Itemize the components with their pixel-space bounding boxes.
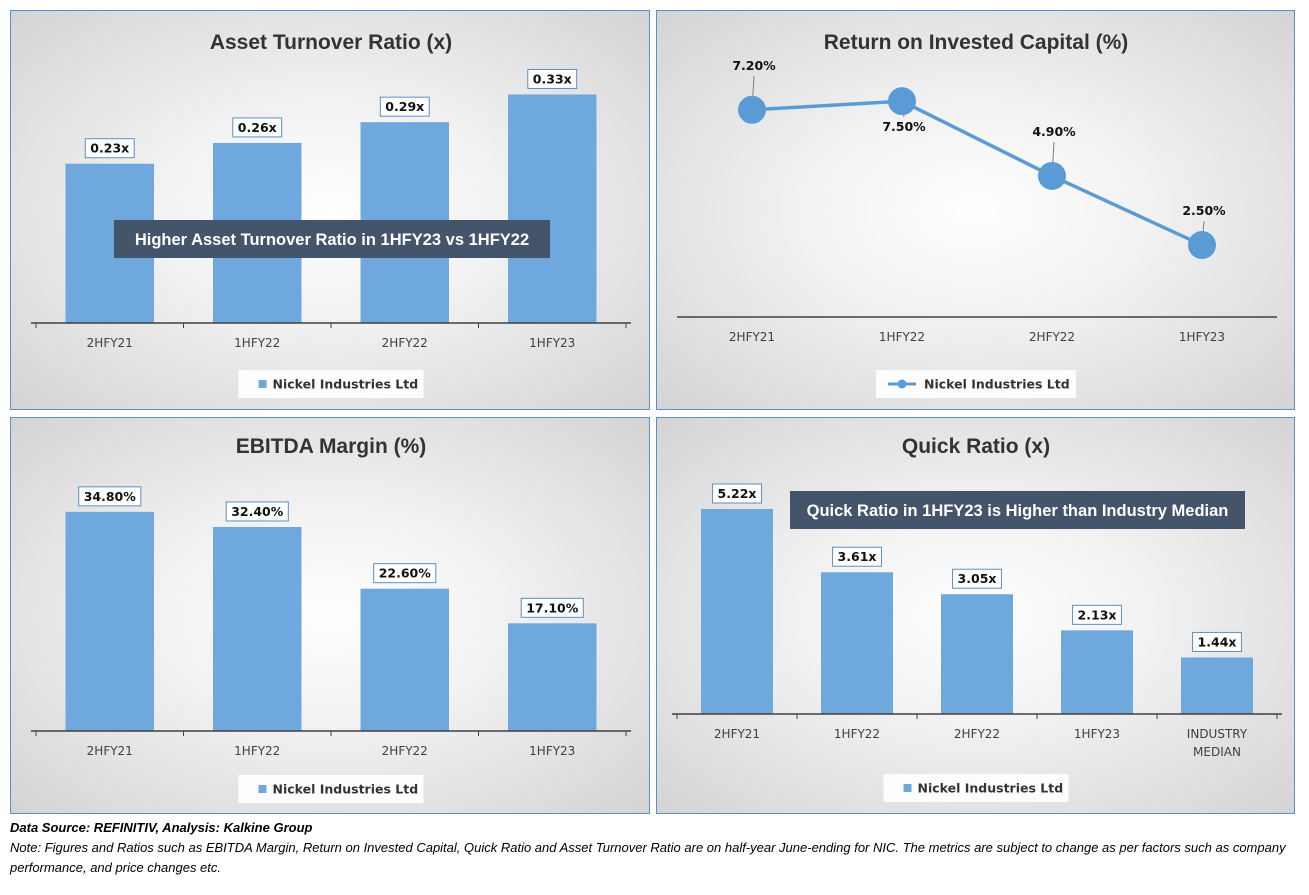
x-tick-2hfy22: 2HFY22 [954,727,1000,741]
annotation-text: Quick Ratio in 1HFY23 is Higher than Ind… [807,502,1229,520]
chart-title: Return on Invested Capital (%) [824,31,1129,54]
bar-2hfy21 [701,508,773,714]
data-label-2hfy21-box [712,483,762,504]
x-tick-1hfy23: 1HFY23 [1074,727,1120,741]
data-label-1hfy22-text: 32.40% [231,504,284,519]
legend-label: Nickel Industries Ltd [273,377,419,392]
data-label-industry-median-text: 1.44x [1198,634,1237,649]
legend-swatch [258,785,267,793]
data-label-1hfy22-box [832,546,882,567]
data-label-2hfy22-box [379,96,430,117]
data-label-1hfy23-box [1072,604,1122,625]
roic-chart: Return on Invested Capital (%) 7.20% 2HFY2… [677,31,1277,398]
point-1hfy22 [888,87,916,116]
data-label-2hfy21-text: 5.22x [718,486,757,501]
asset-turnover-chart: Asset Turnover Ratio (x) 0.23x 2HFY21 0.26x… [31,31,631,398]
data-label-1hfy22-text: 3.61x [838,549,877,564]
legend-box [883,774,1069,802]
quick-ratio-chart-panel: Quick Ratio (x) 5.22x 2HFY21 3.61x 1HFY22 3.0… [656,417,1295,814]
bar-industry-median [1181,657,1253,714]
annotation-text: Higher Asset Turnover Ratio in 1HFY23 vs… [135,231,529,249]
data-label-1hfy22-box [232,117,283,138]
point-2hfy21 [738,95,766,124]
x-tick-1hfy22: 1HFY22 [879,330,925,344]
chart-title: Asset Turnover Ratio (x) [210,31,452,54]
data-source-text: Data Source: REFINITIV, Analysis: Kalkin… [10,820,313,835]
data-label-1hfy22-text: 0.26x [238,120,277,135]
quick-ratio-chart: Quick Ratio (x) 5.22x 2HFY21 3.61x 1HFY22 3.0… [672,435,1282,802]
x-tick-2hfy22: 2HFY22 [1029,330,1075,344]
data-label-1hfy23-box [527,68,578,89]
bar-2hfy22 [941,594,1013,714]
bar-1hfy23 [508,623,597,731]
roic-series-line [751,99,1203,247]
ebitda-margin-chart-panel: EBITDA Margin (%) 34.80% 2HFY21 32.40% 1HFY2… [10,417,650,814]
legend-box [238,370,424,398]
data-label-2hfy22-box [952,568,1002,589]
footer: Data Source: REFINITIV, Analysis: Kalkin… [10,818,1300,888]
x-tick-1hfy23: 1HFY23 [529,336,575,350]
data-label-1hfy23-box [520,597,584,618]
bar-1hfy23 [1061,630,1133,714]
chart-title: Quick Ratio (x) [902,435,1050,458]
asset-turnover-chart-panel: Asset Turnover Ratio (x) 0.23x 2HFY21 0.26x… [10,10,650,410]
data-label-2hfy22: 4.90% [1032,124,1076,139]
data-label-2hfy22-text: 0.29x [385,99,424,114]
data-label-2hfy21-box [84,138,135,159]
legend-swatch [903,784,912,792]
data-label-2hfy22-text: 22.60% [379,566,432,581]
annotation-box [790,491,1245,529]
note-text: Note: Figures and Ratios such as EBITDA … [10,840,1286,875]
roic-chart-panel: Return on Invested Capital (%) 7.20% 2HFY2… [656,10,1295,410]
data-label-1hfy22: 7.50% [882,119,926,134]
legend-label: Nickel Industries Ltd [273,782,419,797]
x-tick-2hfy22: 2HFY22 [382,744,428,758]
legend-swatch [258,380,267,388]
data-label-2hfy21-box [78,486,142,507]
point-2hfy22 [1038,161,1066,190]
data-label-2hfy22-text: 3.05x [958,571,997,586]
x-tick-1hfy23: 1HFY23 [1179,330,1225,344]
data-label-2hfy22-box [373,563,437,584]
ebitda-margin-chart: EBITDA Margin (%) 34.80% 2HFY21 32.40% 1HFY2… [31,435,631,803]
legend-label: Nickel Industries Ltd [918,781,1064,796]
x-tick-1hfy22: 1HFY22 [234,744,280,758]
bar-1hfy22 [821,572,893,714]
legend-label: Nickel Industries Ltd [924,377,1070,392]
data-label-1hfy23-text: 0.33x [533,71,572,86]
x-tick-2hfy22: 2HFY22 [382,336,428,350]
annotation-box [114,220,550,258]
data-label-1hfy23-text: 17.10% [526,600,579,615]
legend-marker-swatch [897,379,907,389]
data-label-industry-median-box [1192,631,1242,652]
data-label-2hfy21-text: 34.80% [84,489,137,504]
data-label-1hfy22-box [225,501,289,522]
bar-1hfy22 [213,526,302,731]
chart-title: EBITDA Margin (%) [236,435,427,458]
data-label-1hfy23: 2.50% [1182,203,1226,218]
x-tick-2hfy21: 2HFY21 [729,330,775,344]
x-tick-1hfy22: 1HFY22 [234,336,280,350]
x-tick-industry-median-line1: INDUSTRY [1187,727,1248,741]
data-label-1hfy23-text: 2.13x [1078,607,1117,622]
data-label-2hfy21: 7.20% [732,58,776,73]
legend-box [238,775,424,803]
point-1hfy23 [1188,231,1216,260]
bar-2hfy21 [65,511,154,731]
x-tick-1hfy23: 1HFY23 [529,744,575,758]
x-tick-2hfy21: 2HFY21 [87,744,133,758]
x-tick-2hfy21: 2HFY21 [714,727,760,741]
x-tick-industry-median-line2: MEDIAN [1193,745,1241,759]
x-tick-1hfy22: 1HFY22 [834,727,880,741]
data-label-2hfy21-text: 0.23x [90,141,129,156]
bar-2hfy22 [360,588,449,731]
x-tick-2hfy21: 2HFY21 [87,336,133,350]
bar-1hfy23 [508,94,597,324]
